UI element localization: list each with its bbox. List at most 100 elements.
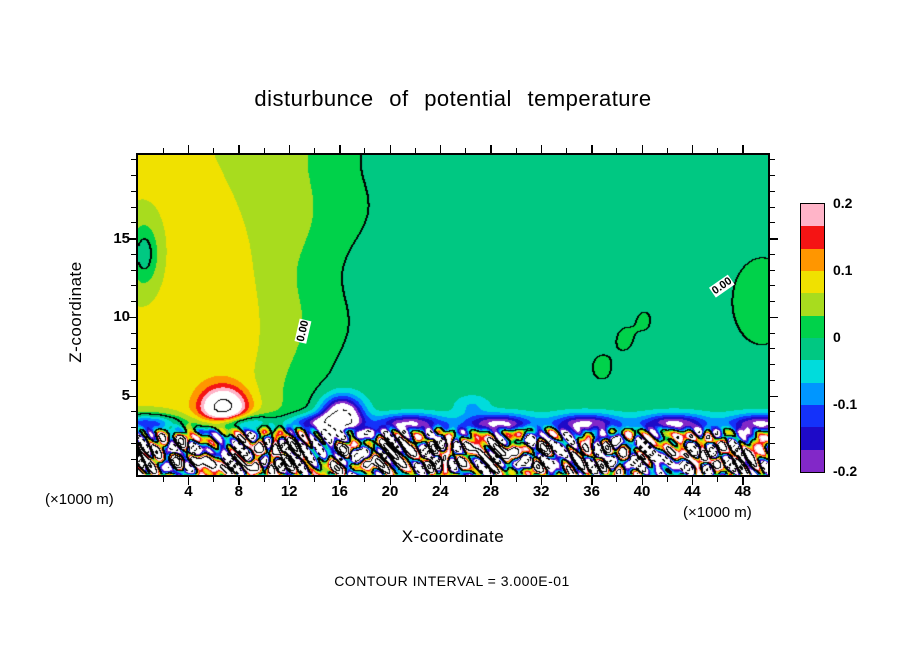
colorbar-label: 0.1 [833, 262, 853, 278]
x-axis-tick-top [187, 145, 190, 155]
z-axis-tick-left [131, 348, 138, 350]
z-axis-tick-left [131, 174, 138, 176]
x-axis-tick-top [238, 145, 240, 155]
x-tick-label: 4 [184, 483, 193, 500]
colorbar-segment [801, 382, 824, 405]
z-axis-tick-right [768, 411, 775, 413]
x-tick-label: 16 [331, 483, 348, 500]
x-axis-tick-bottom [364, 475, 366, 482]
x-axis-tick-bottom [515, 475, 517, 482]
z-axis-tick-right [768, 285, 775, 287]
x-tick-label: 8 [234, 483, 243, 500]
x-axis-tick-top [439, 145, 442, 155]
x-axis-tick-top [162, 148, 164, 155]
x-axis-tick-top [339, 145, 341, 155]
z-axis-tick-right [768, 316, 778, 319]
z-axis-tick-right [768, 348, 775, 350]
z-axis-tick-right [768, 379, 775, 381]
z-axis-tick-right [768, 159, 775, 161]
colorbar-segment [801, 226, 824, 249]
x-axis-tick-bottom [742, 475, 744, 485]
x-tick-label: 12 [280, 483, 298, 500]
colorbar-label: -0.2 [833, 463, 858, 479]
x-tick-label: 32 [532, 483, 550, 500]
x-axis-tick-bottom [238, 475, 240, 485]
x-axis-tick-top [591, 145, 593, 155]
z-axis-tick-right [768, 442, 775, 444]
x-axis-tick-bottom [288, 475, 291, 485]
x-axis-tick-bottom [162, 475, 164, 482]
x-axis-tick-top [717, 148, 719, 155]
x-axis-tick-top [565, 148, 567, 155]
z-axis-tick-right [768, 301, 775, 303]
colorbar-segment [801, 315, 824, 338]
z-axis-tick-right [768, 222, 775, 224]
z-axis-tick-left [131, 222, 138, 224]
z-axis-tick-right [768, 332, 775, 334]
x-axis-tick-top [213, 148, 215, 155]
z-axis-tick-left [131, 427, 138, 429]
colorbar-label: -0.1 [833, 396, 858, 412]
x-axis-tick-top [490, 145, 492, 155]
z-axis-tick-left [131, 458, 138, 460]
z-axis-tick-left [131, 332, 138, 334]
x-axis-tick-top [742, 145, 744, 155]
x-axis-tick-top [414, 148, 416, 155]
x-axis-tick-top [288, 145, 291, 155]
x-axis-tick-bottom [263, 475, 265, 482]
z-axis-tick-left [131, 411, 138, 413]
x-axis-tick-top [515, 148, 517, 155]
x-axis-tick-bottom [439, 475, 442, 485]
z-axis-tick-left [131, 379, 138, 381]
colorbar-segment [801, 204, 824, 227]
z-axis-tick-left [131, 159, 138, 161]
z-axis-tick-right [768, 190, 775, 192]
colorbar-segment [801, 404, 824, 428]
colorbar-segment [801, 248, 824, 271]
colorbar-segment [801, 270, 824, 294]
z-tick-label: 15 [113, 229, 130, 247]
x-axis-tick-top [263, 148, 265, 155]
z-axis-tick-right [768, 238, 778, 240]
z-axis-tick-left [131, 301, 138, 303]
z-axis-tick-right [768, 269, 775, 271]
x-tick-label: 20 [381, 483, 399, 500]
colorbar-segment [801, 293, 824, 316]
y-axis-label: Z-coordinate [66, 261, 85, 363]
z-axis-tick-left [128, 316, 138, 319]
x-axis-tick-bottom [187, 475, 190, 485]
x-tick-label: 44 [684, 483, 701, 500]
x-axis-unit-right: (×1000 m) [683, 504, 752, 521]
x-axis-tick-top [540, 145, 543, 155]
x-axis-tick-bottom [389, 475, 391, 485]
x-axis-tick-bottom [616, 475, 618, 482]
x-axis-tick-bottom [490, 475, 492, 485]
z-axis-tick-left [131, 269, 138, 271]
x-axis-tick-top [641, 145, 643, 155]
x-axis-tick-bottom [213, 475, 215, 482]
colorbar [800, 203, 825, 473]
colorbar-label: 0.2 [833, 195, 853, 211]
x-axis-tick-bottom [465, 475, 467, 482]
x-axis-tick-top [666, 148, 668, 155]
colorbar-segment [801, 449, 824, 472]
colorbar-segment [801, 337, 824, 361]
z-axis-tick-right [768, 364, 775, 366]
x-tick-label: 36 [583, 483, 600, 500]
x-axis-tick-bottom [565, 475, 567, 482]
chart-title: disturbunce of potential temperature [254, 86, 652, 111]
z-axis-tick-left [131, 253, 138, 255]
x-axis-label: X-coordinate [401, 527, 505, 546]
x-tick-label: 40 [633, 483, 651, 500]
x-axis-tick-top [465, 148, 467, 155]
z-axis-tick-right [768, 427, 775, 429]
z-axis-tick-right [768, 395, 778, 398]
z-axis-tick-left [131, 206, 138, 208]
plot-area [128, 145, 778, 485]
x-tick-label: 28 [482, 483, 500, 500]
z-axis-tick-left [131, 190, 138, 192]
z-axis-tick-right [768, 206, 775, 208]
x-axis-tick-top [691, 145, 694, 155]
x-axis-tick-top [364, 148, 366, 155]
